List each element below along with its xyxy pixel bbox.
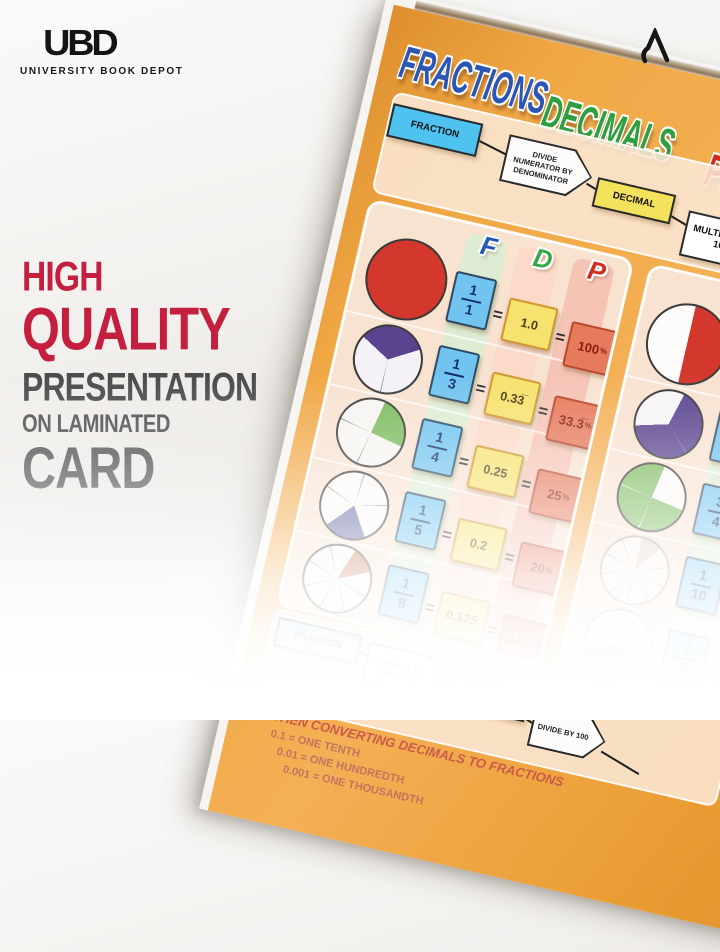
flow-pentagon: CONVERT TO FRACTION — [360, 642, 448, 703]
flow-pentagon-label: DIVIDE BY 100 — [529, 707, 608, 760]
decimal-box: 0.2 — [449, 517, 508, 572]
flow-step-box: MULTIPLY BY 100 — [678, 210, 720, 273]
fraction-denominator: 3 — [446, 374, 458, 392]
fraction-numerator: 1 — [468, 281, 480, 299]
fraction-numerator: 3 — [714, 493, 720, 511]
marketing-block: HIGH QUALITY PRESENTATION ON LAMINATED C… — [22, 253, 258, 501]
flow-connector-line — [477, 139, 509, 157]
marketing-on-laminated: ON LAMINATED — [22, 409, 171, 438]
fraction-numerator: 1 — [450, 355, 463, 373]
pie-chart-2-3 — [626, 381, 711, 466]
marketing-presentation: PRESENTATION — [22, 366, 258, 410]
pie-wrapper — [284, 534, 391, 623]
flow-step-box: DECIMAL — [591, 177, 677, 225]
equals-sign: = — [553, 326, 568, 348]
pie-chart-3-4 — [609, 454, 694, 539]
flow-connector-line — [600, 750, 640, 775]
decimal-box: 0.33̅ — [483, 370, 542, 425]
brand-tagline: UNIVERSITY BOOK DEPOT — [20, 66, 184, 77]
pie-chart-1-5 — [312, 463, 397, 548]
fraction-denominator: 4 — [710, 512, 720, 530]
marketing-card: CARD — [22, 434, 155, 501]
equals-sign: = — [519, 473, 534, 495]
fraction-denominator: 8 — [396, 593, 408, 611]
fraction-denominator: 4 — [429, 447, 441, 465]
equals-sign: = — [473, 377, 488, 399]
percent-sign: % — [533, 639, 543, 651]
equals-sign: = — [536, 400, 551, 422]
flow-pentagon-label: CONVERT TO FRACTION — [362, 644, 445, 700]
pie-chart-1-8 — [295, 536, 380, 621]
fraction-denominator: 5 — [412, 520, 425, 538]
flow-step-box: DECIMAL — [447, 675, 531, 723]
percent-sign: % — [598, 346, 608, 357]
equals-sign: = — [703, 661, 718, 683]
pie-chart-1-10 — [592, 527, 677, 612]
hanging-hook-icon — [640, 26, 672, 64]
fraction-denominator: 10 — [689, 584, 709, 604]
pie-chart-1-2 — [637, 294, 720, 394]
fraction-numerator: 1 — [417, 501, 429, 519]
equals-sign: = — [485, 619, 500, 641]
brand-logo: UBD — [43, 22, 119, 63]
fraction-denominator: 1 — [463, 300, 475, 318]
flow-step-box: FRACTION — [272, 616, 364, 666]
equals-sign: = — [490, 303, 505, 325]
fraction-numerator: 1 — [697, 566, 710, 584]
equals-sign: = — [440, 523, 455, 545]
flow-pentagon-label: DIVIDE NUMERATOR BY DENOMINATOR — [501, 136, 595, 198]
percent-sign: % — [544, 565, 554, 576]
pie-wrapper — [564, 598, 671, 687]
poster: FRACTIONSDECIMALSPERCENTAGES FRACTIONDIV… — [199, 0, 720, 952]
fraction-numerator: 3 — [680, 639, 693, 657]
equals-sign: = — [423, 596, 438, 618]
fraction-denominator: 8 — [676, 658, 688, 676]
pie-chart-1-4 — [329, 390, 414, 475]
fraction-numerator: 1 — [434, 428, 446, 446]
equals-sign: = — [456, 450, 471, 472]
decimal-box: 0.125 — [432, 590, 492, 645]
flow-pentagon: DIVIDE NUMERATOR BY DENOMINATOR — [499, 134, 597, 201]
fraction-numerator: 1 — [400, 574, 412, 593]
flow-pentagon: DIVIDE BY 100 — [527, 705, 611, 763]
marketing-quality: QUALITY — [22, 295, 231, 364]
flow-step-box: FRACTION — [386, 103, 484, 158]
decimal-box: 0.25 — [466, 443, 525, 499]
pie-chart-1-3 — [346, 316, 430, 401]
poster-card: FRACTIONSDECIMALSPERCENTAGES FRACTIONDIV… — [199, 0, 720, 952]
star-bullet-icon: ✱ — [251, 703, 266, 721]
pie-chart-1-1 — [357, 229, 456, 329]
marketing-high: HIGH — [22, 253, 103, 300]
decimal-box: 1.0 — [500, 296, 559, 351]
percent-sign: % — [583, 420, 593, 431]
brand-block: UBD UNIVERSITY BOOK DEPOT — [20, 22, 183, 77]
percent-box: 12.5% — [494, 613, 556, 667]
pie-chart-3-8 — [576, 600, 660, 685]
equals-sign: = — [502, 546, 517, 568]
percent-sign: % — [561, 492, 571, 503]
